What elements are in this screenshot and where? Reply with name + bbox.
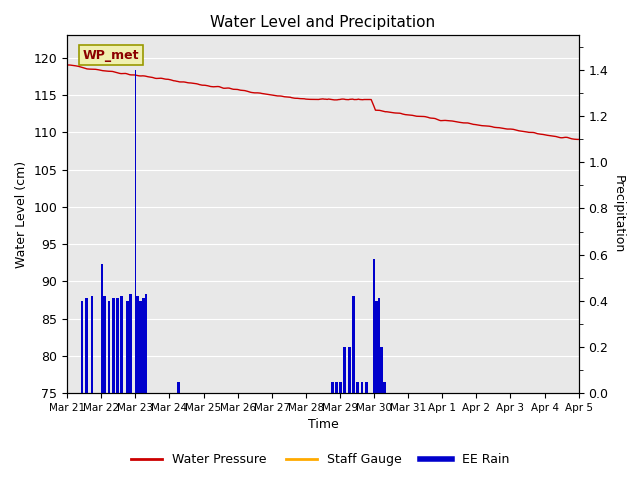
Bar <box>109 301 111 393</box>
Bar <box>365 382 366 393</box>
Bar <box>331 382 332 393</box>
Bar <box>337 382 338 393</box>
Bar <box>358 382 359 393</box>
Bar <box>360 382 362 393</box>
Bar <box>356 382 358 393</box>
Y-axis label: Precipitation: Precipitation <box>612 175 625 253</box>
Bar <box>129 294 131 393</box>
Bar <box>112 299 113 393</box>
Bar <box>118 299 119 393</box>
Bar <box>86 299 88 393</box>
Bar <box>105 296 106 393</box>
Bar <box>108 301 109 393</box>
Bar <box>353 296 355 393</box>
Bar <box>385 382 386 393</box>
Legend: Water Pressure, Staff Gauge, EE Rain: Water Pressure, Staff Gauge, EE Rain <box>126 448 514 471</box>
Y-axis label: Water Level (cm): Water Level (cm) <box>15 161 28 268</box>
Bar <box>146 294 147 393</box>
Bar <box>344 347 345 393</box>
Bar <box>100 264 102 393</box>
Bar <box>376 301 378 393</box>
Bar <box>143 299 145 393</box>
Bar <box>340 382 342 393</box>
Bar <box>332 382 333 393</box>
Title: Water Level and Precipitation: Water Level and Precipitation <box>211 15 435 30</box>
Text: WP_met: WP_met <box>83 48 139 61</box>
Bar <box>140 301 141 393</box>
Bar <box>345 347 346 393</box>
Bar <box>139 301 140 393</box>
Bar <box>85 299 86 393</box>
Bar <box>141 299 143 393</box>
Bar <box>126 301 127 393</box>
Bar <box>113 299 115 393</box>
Bar <box>348 347 349 393</box>
Bar <box>138 296 139 393</box>
Bar <box>81 301 82 393</box>
Bar <box>362 382 364 393</box>
Bar <box>366 382 367 393</box>
Bar <box>179 382 180 393</box>
Bar <box>335 382 337 393</box>
Bar <box>380 347 382 393</box>
X-axis label: Time: Time <box>307 419 339 432</box>
Bar <box>92 296 93 393</box>
Bar <box>127 301 129 393</box>
Bar <box>375 301 376 393</box>
Bar <box>382 347 383 393</box>
Bar <box>120 296 122 393</box>
Bar <box>122 296 124 393</box>
Bar <box>383 382 385 393</box>
Bar <box>352 296 353 393</box>
Bar <box>378 299 379 393</box>
Bar <box>136 296 138 393</box>
Bar <box>102 264 104 393</box>
Bar <box>349 347 351 393</box>
Bar <box>104 296 105 393</box>
Bar <box>379 299 380 393</box>
Bar <box>373 259 375 393</box>
Bar <box>91 296 92 393</box>
Bar <box>339 382 340 393</box>
Bar <box>177 382 179 393</box>
Bar <box>145 294 146 393</box>
Bar <box>134 70 136 393</box>
Bar <box>131 294 132 393</box>
Bar <box>82 301 83 393</box>
Bar <box>116 299 118 393</box>
